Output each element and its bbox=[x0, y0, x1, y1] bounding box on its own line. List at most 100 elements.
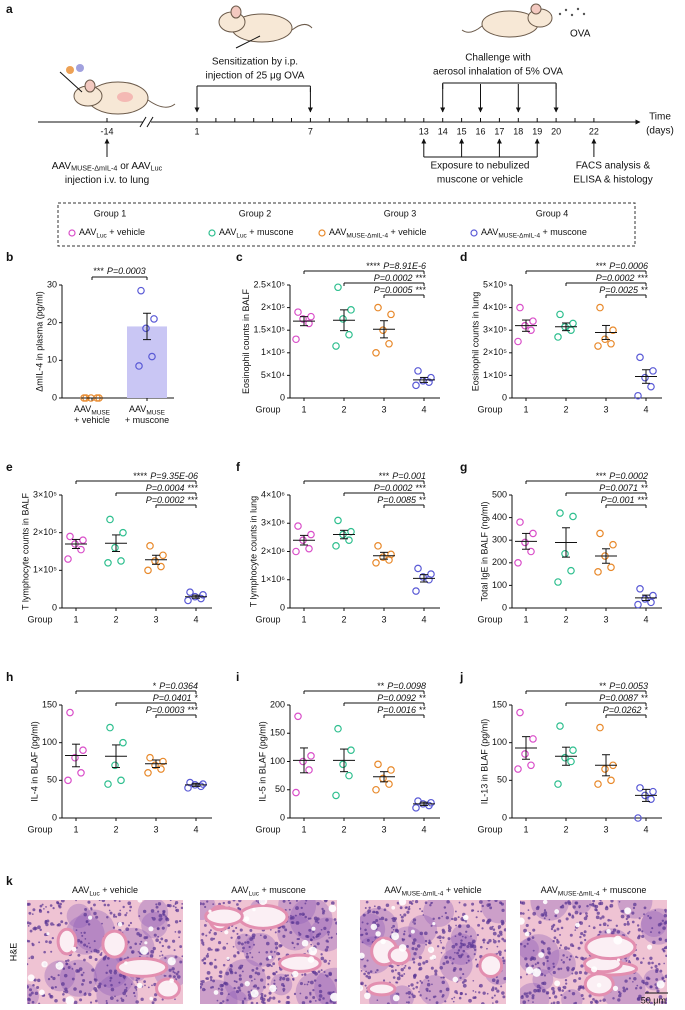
nucleus bbox=[574, 1001, 578, 1004]
error-bar bbox=[642, 594, 650, 602]
nucleus bbox=[419, 907, 421, 910]
nucleus bbox=[644, 981, 649, 986]
nucleus bbox=[411, 941, 416, 945]
nucleus bbox=[300, 906, 303, 910]
data-point bbox=[292, 788, 300, 797]
data-point bbox=[596, 529, 604, 538]
nucleus bbox=[250, 1001, 254, 1004]
nucleus bbox=[482, 938, 486, 942]
nucleus bbox=[206, 977, 210, 981]
data-point bbox=[412, 381, 420, 390]
nucleus bbox=[392, 918, 396, 923]
airway-lumen bbox=[278, 953, 322, 973]
nucleus bbox=[491, 988, 495, 992]
nucleus bbox=[461, 935, 464, 938]
nucleus bbox=[364, 984, 367, 987]
nucleus bbox=[632, 980, 634, 983]
y-tick-label: 50 bbox=[497, 775, 507, 785]
nucleus bbox=[405, 906, 408, 909]
y-tick-label: 2×10⁵ bbox=[483, 347, 507, 357]
nucleus bbox=[411, 947, 415, 951]
data-point bbox=[157, 562, 165, 571]
nucleus bbox=[424, 939, 428, 943]
nucleus bbox=[363, 964, 367, 968]
nucleus bbox=[90, 907, 93, 910]
nucleus bbox=[633, 902, 637, 907]
nucleus bbox=[584, 938, 587, 942]
nucleus bbox=[101, 900, 106, 903]
error-bar bbox=[152, 554, 160, 565]
data-point bbox=[294, 712, 302, 721]
nucleus bbox=[551, 986, 555, 991]
y-tick-label: 2×10⁵ bbox=[261, 302, 285, 312]
nucleus bbox=[49, 994, 54, 999]
nucleus bbox=[206, 971, 211, 975]
alveolus bbox=[41, 961, 48, 968]
nucleus bbox=[232, 900, 236, 902]
nucleus bbox=[73, 962, 77, 966]
histology-image bbox=[200, 900, 337, 1004]
nucleus bbox=[472, 909, 475, 912]
x-tick-label: 4 bbox=[421, 404, 426, 414]
nucleus bbox=[459, 976, 462, 980]
nucleus bbox=[135, 1000, 139, 1004]
data-point bbox=[412, 804, 420, 812]
nucleus bbox=[589, 903, 592, 906]
data-point bbox=[374, 303, 382, 312]
nucleus bbox=[272, 996, 276, 1000]
nucleus bbox=[83, 912, 87, 917]
nucleus bbox=[259, 978, 264, 982]
nucleus bbox=[534, 963, 537, 966]
nucleus bbox=[560, 967, 563, 970]
data-point bbox=[372, 785, 380, 794]
sig-part: P=0.0003 bbox=[146, 705, 185, 715]
sig-part: P=0.0401 bbox=[153, 693, 192, 703]
nucleus bbox=[453, 996, 456, 999]
sig-part: ** bbox=[641, 693, 649, 703]
nucleus bbox=[179, 960, 183, 964]
nucleus bbox=[213, 965, 218, 969]
nucleus bbox=[396, 976, 401, 981]
nucleus bbox=[616, 930, 621, 934]
data-point bbox=[634, 600, 642, 609]
nucleus bbox=[174, 955, 178, 959]
nucleus bbox=[62, 992, 65, 996]
legend-label: AAVLuc + vehicle bbox=[79, 227, 145, 239]
nucleus bbox=[441, 930, 446, 934]
nucleus bbox=[529, 958, 533, 962]
nucleus bbox=[425, 997, 428, 1000]
nucleus bbox=[27, 924, 30, 927]
nucleus bbox=[661, 976, 665, 980]
nucleus bbox=[151, 1001, 155, 1004]
nucleus bbox=[365, 932, 369, 936]
nucleus bbox=[227, 900, 231, 904]
panel-letter: f bbox=[236, 460, 241, 474]
nucleus bbox=[83, 943, 87, 947]
nucleus bbox=[522, 912, 525, 915]
nucleus bbox=[599, 999, 602, 1002]
nucleus bbox=[372, 911, 374, 913]
nucleus bbox=[488, 939, 492, 943]
data-point bbox=[307, 530, 315, 539]
nucleus bbox=[548, 918, 551, 921]
nucleus bbox=[454, 942, 458, 946]
nucleus bbox=[444, 911, 447, 915]
nucleus bbox=[503, 962, 505, 965]
nucleus bbox=[436, 945, 440, 948]
error-bar bbox=[420, 376, 428, 383]
y-tick-label: 5×10⁴ bbox=[261, 370, 285, 380]
x-tick-label: 3 bbox=[381, 824, 386, 834]
nucleus bbox=[658, 995, 663, 999]
nucleus bbox=[174, 931, 177, 933]
nucleus bbox=[465, 920, 467, 923]
nucleus bbox=[565, 917, 569, 921]
y-tick-label: 0 bbox=[280, 602, 285, 612]
sig-label: P=0.0262 * bbox=[603, 705, 649, 715]
text-part: + vehicle bbox=[100, 885, 138, 895]
data-point bbox=[609, 326, 617, 335]
nucleus bbox=[282, 976, 286, 981]
nucleus bbox=[479, 983, 483, 988]
nucleus bbox=[602, 998, 606, 1002]
error-bar bbox=[300, 316, 308, 327]
day-label: 16 bbox=[475, 126, 485, 136]
